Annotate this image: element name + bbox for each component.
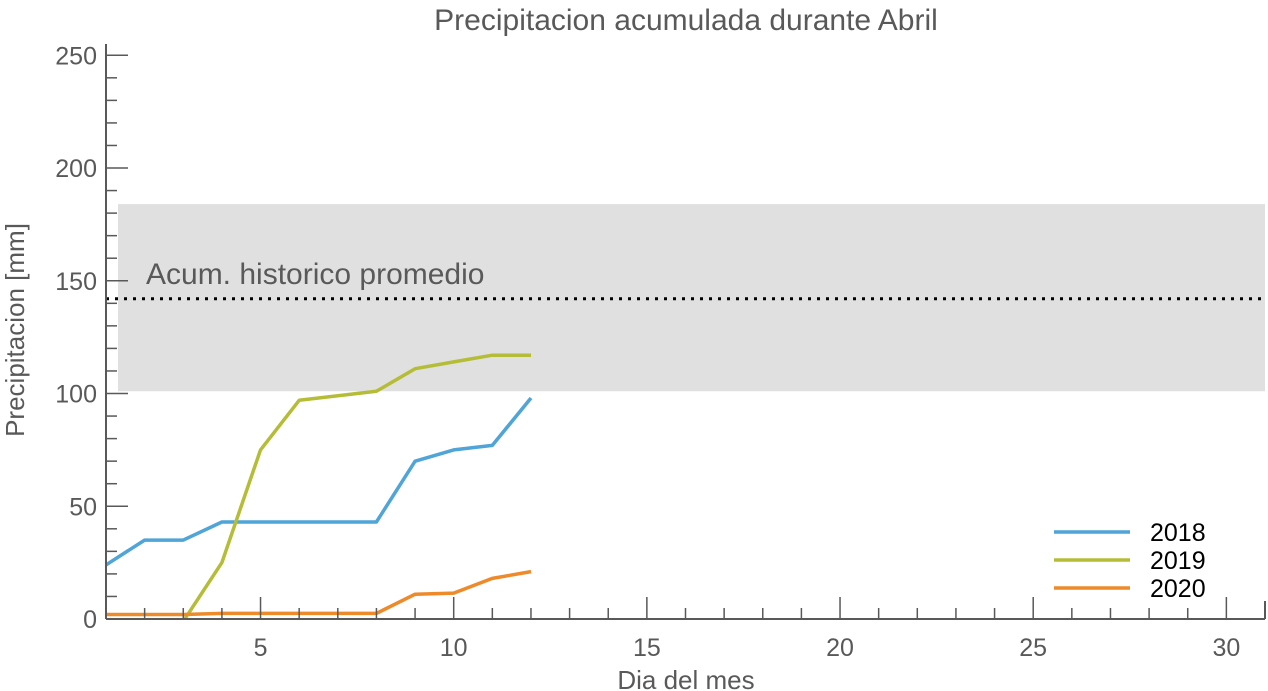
x-tick-label: 5	[254, 634, 268, 662]
x-tick-label: 20	[826, 634, 854, 662]
historic-average-label: Acum. historico promedio	[146, 258, 484, 291]
y-tick-label: 150	[55, 268, 97, 296]
x-tick-label: 25	[1019, 634, 1047, 662]
x-tick-label: 15	[633, 634, 661, 662]
y-tick-label: 100	[55, 381, 97, 409]
series-line-2018	[106, 396, 533, 567]
y-tick-label: 200	[55, 155, 97, 183]
x-axis-label: Dia del mes	[617, 665, 754, 691]
plot-area: Acum. historico promedio 0 50 100 150 200 250 5…	[55, 42, 1266, 662]
series-line-2020	[106, 569, 532, 617]
legend-label-2018: 2018	[1150, 519, 1206, 547]
chart-title: Precipitacion acumulada durante Abril	[434, 4, 938, 37]
x-tick-label: 30	[1212, 634, 1240, 662]
legend-label-2020: 2020	[1150, 575, 1206, 603]
x-tick-label: 10	[440, 634, 468, 662]
y-tick-label: 0	[83, 606, 97, 634]
legend-label-2019: 2019	[1150, 547, 1206, 575]
y-tick-label: 50	[69, 493, 97, 521]
y-axis-label: Precipitacion [mm]	[0, 223, 30, 437]
series-line-2019	[182, 353, 531, 619]
y-tick-label: 250	[55, 42, 97, 70]
